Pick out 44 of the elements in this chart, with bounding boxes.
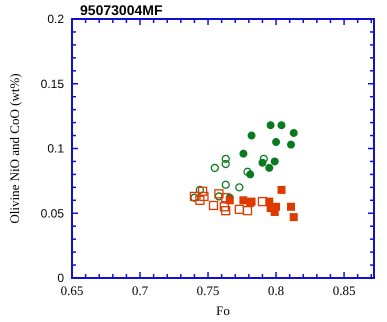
point bbox=[222, 180, 230, 189]
point bbox=[287, 140, 296, 149]
point bbox=[226, 196, 234, 204]
point bbox=[195, 196, 205, 205]
x-tick-label: 0.65 bbox=[60, 283, 84, 298]
point bbox=[248, 132, 256, 140]
point bbox=[221, 206, 230, 216]
point bbox=[265, 164, 274, 172]
point bbox=[243, 168, 252, 176]
y-axis-title: Olivine NiO and CoO (wt%) bbox=[7, 73, 22, 224]
x-tick-label: 0.75 bbox=[196, 283, 220, 298]
point bbox=[239, 150, 248, 158]
point bbox=[196, 186, 204, 194]
point bbox=[214, 189, 224, 198]
point bbox=[277, 121, 286, 130]
point bbox=[235, 183, 244, 192]
x-tick-label: 0.7 bbox=[132, 283, 149, 298]
x-tick-label: 0.85 bbox=[332, 283, 356, 298]
point bbox=[290, 128, 298, 137]
point bbox=[258, 196, 268, 206]
point bbox=[234, 204, 244, 214]
point bbox=[222, 160, 230, 168]
point bbox=[290, 213, 298, 222]
point bbox=[210, 164, 219, 172]
y-tick-label: 0.2 bbox=[47, 12, 64, 26]
y-tick-label: 0.1 bbox=[47, 142, 64, 156]
y-tick-label: 0.15 bbox=[40, 76, 64, 91]
x-axis-title: Fo bbox=[216, 303, 230, 318]
point bbox=[277, 186, 286, 194]
point bbox=[242, 206, 252, 216]
point bbox=[222, 154, 230, 164]
point bbox=[270, 157, 279, 166]
point bbox=[198, 186, 208, 196]
point bbox=[199, 192, 209, 202]
point bbox=[260, 154, 268, 164]
point bbox=[208, 200, 218, 210]
chart-title: 95073004MF bbox=[80, 2, 163, 18]
y-tick-label: 0 bbox=[57, 271, 64, 285]
y-tick-label: 0.05 bbox=[40, 206, 64, 220]
point bbox=[272, 138, 280, 146]
point bbox=[287, 202, 296, 211]
x-tick-label: 0.8 bbox=[268, 283, 284, 298]
point bbox=[220, 202, 230, 212]
point bbox=[266, 121, 275, 130]
